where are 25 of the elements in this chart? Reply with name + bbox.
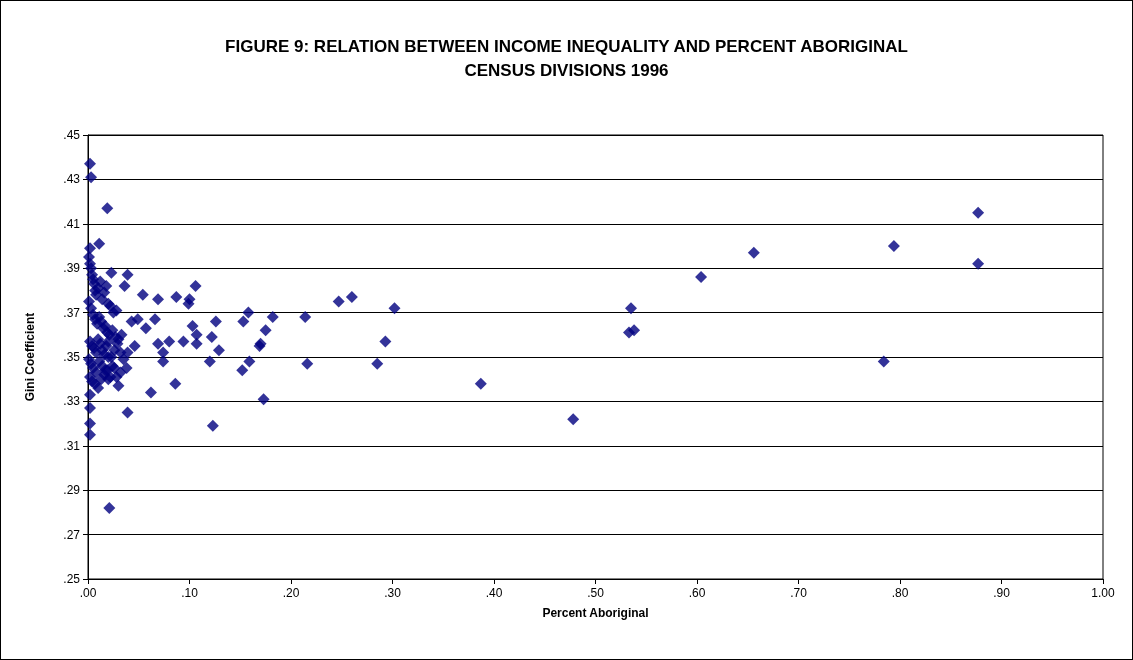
x-tick-label: 1.00 xyxy=(1091,586,1115,600)
y-tick-label: .37 xyxy=(63,305,81,320)
y-tick-label: .39 xyxy=(63,261,81,276)
x-tick-label: .90 xyxy=(993,586,1011,600)
x-tick-label: .80 xyxy=(891,586,909,600)
x-tick-label: .60 xyxy=(688,586,706,600)
y-tick-label: .41 xyxy=(63,216,81,231)
x-tick-label: .00 xyxy=(79,586,97,600)
x-tick-label: .20 xyxy=(282,586,300,600)
y-tick-label: .45 xyxy=(63,128,81,142)
chart-title: FIGURE 9: RELATION BETWEEN INCOME INEQUALITY AND PERCENT ABORIGINAL CENSUS DIVISIONS 1996 xyxy=(225,36,908,80)
y-tick-label: .31 xyxy=(63,438,81,453)
x-tick-label: .50 xyxy=(587,586,605,600)
y-tick-label: .25 xyxy=(63,572,81,586)
y-tick-label: .43 xyxy=(63,172,81,187)
y-tick-label: .33 xyxy=(63,394,81,409)
x-axis-title: Percent Aboriginal xyxy=(542,606,649,620)
x-tick-label: .40 xyxy=(485,586,503,600)
x-tick-label: .70 xyxy=(790,586,808,600)
x-tick-label: .10 xyxy=(181,586,199,600)
x-tick-label: .30 xyxy=(384,586,402,600)
y-axis-title: Gini Coefficient xyxy=(23,312,37,402)
y-tick-label: .29 xyxy=(63,483,81,498)
y-tick-label: .27 xyxy=(63,527,81,542)
y-tick-label: .35 xyxy=(63,350,81,364)
